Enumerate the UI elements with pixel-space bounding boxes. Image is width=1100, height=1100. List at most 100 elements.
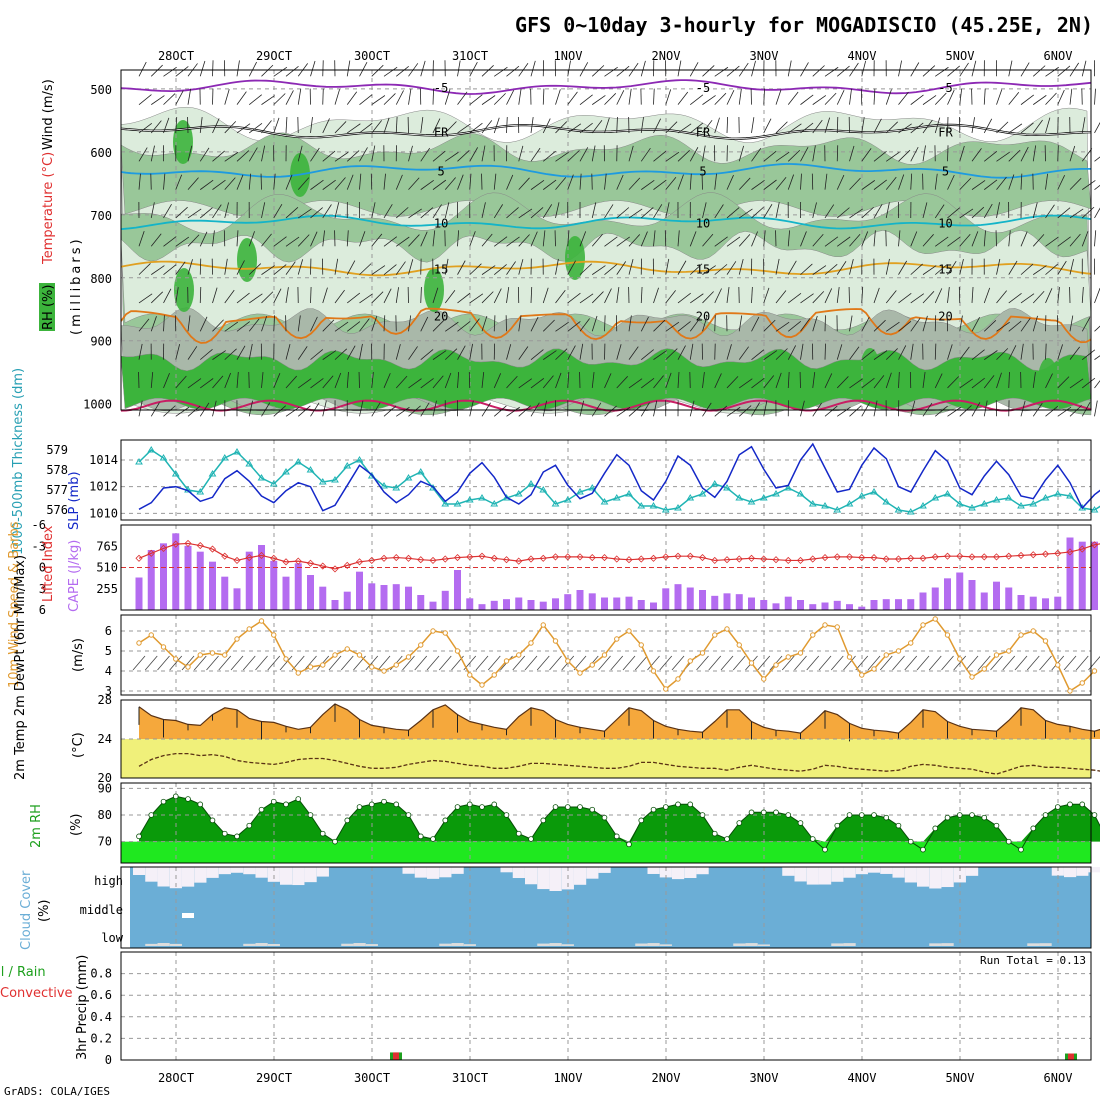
rh-blob	[565, 236, 585, 280]
wind-barb	[469, 147, 478, 162]
wind-barb	[628, 346, 639, 360]
wind-barb	[383, 405, 397, 417]
wind-barb	[322, 400, 327, 417]
thickness-line-point	[674, 504, 682, 511]
wind10m-line-point	[1091, 668, 1098, 674]
wind10m-barb	[267, 655, 281, 671]
wind-barb	[775, 258, 780, 275]
wind-barb	[383, 288, 392, 304]
wind-barb	[1081, 148, 1093, 162]
wind-barb	[1008, 91, 1020, 105]
wind-barb	[1094, 230, 1097, 247]
cloud-low-gap	[157, 943, 170, 946]
wind-barb	[922, 315, 928, 332]
wind-barb	[604, 117, 610, 134]
wind-barb	[359, 94, 373, 105]
thickness-line-point	[208, 470, 217, 477]
wind-barb	[555, 177, 567, 190]
li-point	[453, 554, 462, 562]
cape-bar	[356, 571, 363, 610]
li-point	[956, 552, 964, 560]
cape-frame	[120, 524, 1092, 611]
wind-barb	[359, 147, 368, 162]
rh2m-point	[736, 820, 743, 826]
li-point	[711, 556, 719, 564]
wind-barb	[751, 377, 765, 389]
wind-barb	[371, 291, 384, 304]
li-point	[380, 554, 388, 562]
wind-barb	[151, 265, 165, 275]
wind-barb	[297, 405, 311, 417]
wind-barb	[885, 202, 890, 219]
cape-bar	[1054, 596, 1062, 610]
wind-barb	[1081, 60, 1087, 77]
wind-barb	[1094, 325, 1100, 332]
cloud-high-gap	[672, 867, 685, 880]
wind-barb	[653, 230, 656, 247]
wind-barb	[347, 321, 361, 332]
wind-barb	[751, 180, 765, 190]
rh2m-point	[1042, 812, 1049, 818]
cloud-left-labels: Cloud Cover (%)	[19, 870, 52, 950]
wind-barb	[334, 89, 340, 105]
wind-barb	[224, 151, 239, 162]
li-point	[527, 555, 535, 563]
wind10m-barb	[732, 655, 746, 671]
temp2m-label: 2m Temp 2m DewPt (6hr Min/Max)	[13, 555, 28, 780]
wind-barb	[383, 173, 386, 190]
wind-barb	[947, 174, 955, 190]
wind-barb	[212, 60, 214, 77]
wind-barb	[212, 287, 218, 304]
wind-barb	[555, 258, 559, 275]
isotherm-label-20: 20	[434, 310, 448, 324]
wind-barb	[726, 406, 741, 417]
cloud-high-gap	[659, 867, 672, 878]
wind-barb	[163, 236, 177, 247]
wind-barb	[763, 204, 773, 219]
wind-barb	[873, 400, 878, 417]
li-point	[135, 554, 143, 562]
cape-bar	[870, 600, 878, 610]
wind-barb	[800, 318, 811, 332]
wind-barb	[383, 315, 386, 332]
wind-barb	[555, 202, 560, 219]
wind-barb	[150, 120, 162, 134]
wind10m-line-point	[552, 638, 559, 644]
wind10m-barb	[438, 655, 452, 671]
wind10m-barb	[218, 655, 232, 671]
wind-barb	[677, 150, 690, 162]
wind10m-line-point	[258, 618, 265, 624]
wind-barb	[800, 400, 805, 417]
wind-barb	[616, 174, 624, 190]
wind10m-line-point	[197, 652, 203, 658]
wind-barb	[689, 173, 692, 190]
wind-barb	[383, 204, 393, 219]
cloud-high-gap	[892, 867, 905, 878]
rh2m-point	[295, 796, 302, 802]
thickness-line-point	[906, 508, 915, 515]
cape-bar	[956, 572, 964, 610]
rh2m-point	[1005, 838, 1012, 845]
wind-barb	[763, 150, 777, 162]
thickness-line-point	[637, 502, 646, 509]
rh2m-point	[956, 812, 963, 818]
wind-barb	[236, 230, 239, 247]
cloud-low-gap	[451, 943, 464, 946]
cape-bar	[993, 581, 1000, 610]
wind-barb	[738, 405, 752, 417]
cape-bar	[429, 601, 437, 610]
rh-legend-swatch	[39, 283, 55, 331]
wind-barb	[322, 375, 334, 389]
wind10m-line-point	[528, 640, 534, 646]
wind10m-line-point	[883, 652, 889, 658]
wind-barb	[1057, 287, 1060, 304]
cloud-high-gap	[586, 867, 599, 879]
wind-barb	[481, 95, 496, 105]
wind-barb	[1057, 145, 1059, 162]
wind-barb	[163, 203, 172, 219]
thickness-line-point	[233, 448, 241, 455]
cloud-units: (%)	[37, 900, 52, 923]
wind-barb	[824, 117, 831, 134]
rh2m-point	[1079, 801, 1086, 808]
